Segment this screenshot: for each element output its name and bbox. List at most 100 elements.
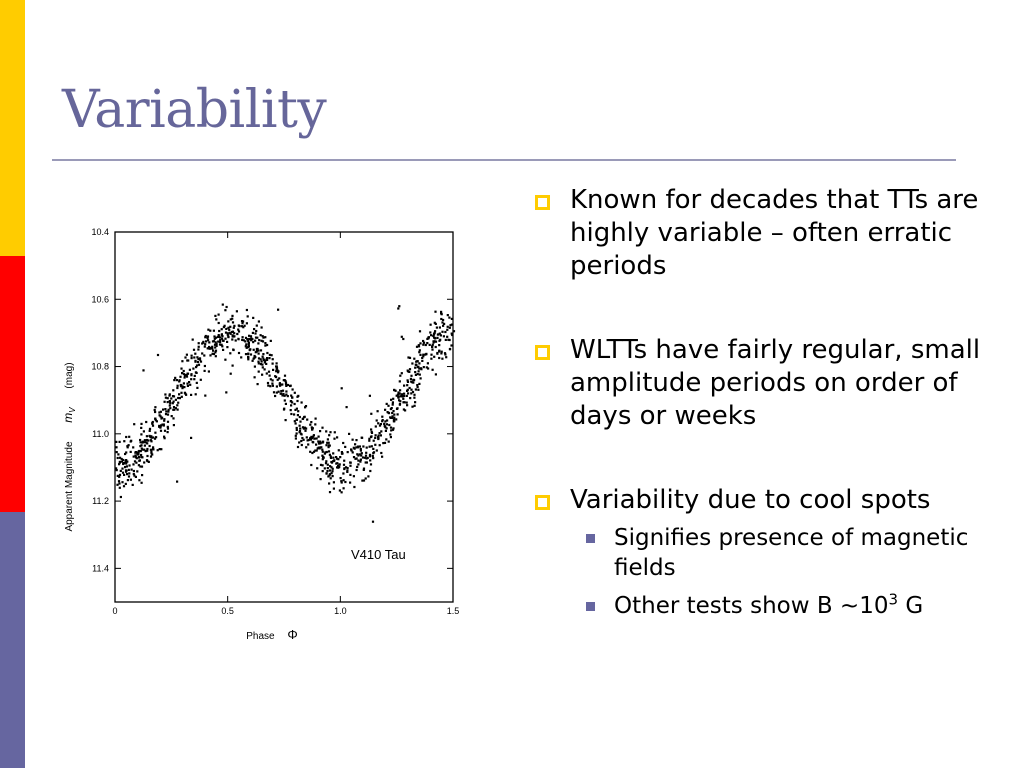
- data-point: [335, 462, 338, 465]
- data-point: [361, 456, 365, 459]
- data-point: [434, 330, 437, 333]
- data-point: [138, 459, 141, 462]
- data-point: [418, 373, 421, 376]
- data-point: [130, 468, 133, 471]
- data-point: [140, 422, 143, 425]
- data-point: [325, 450, 328, 454]
- data-point: [333, 437, 336, 440]
- data-point: [401, 394, 404, 397]
- y-tick-label: 10.8: [91, 362, 109, 372]
- data-point: [416, 384, 419, 387]
- data-point: [413, 393, 416, 396]
- data-point: [158, 448, 161, 451]
- data-point: [374, 436, 377, 439]
- data-point: [120, 457, 123, 461]
- data-point: [415, 363, 418, 366]
- data-point: [440, 312, 443, 315]
- data-point: [214, 341, 217, 344]
- data-point: [387, 440, 390, 443]
- data-point: [329, 431, 332, 434]
- data-point: [262, 336, 265, 339]
- data-point: [255, 324, 258, 327]
- data-point: [212, 352, 216, 356]
- sub-bullet-list: Signifies presence of magnetic fields Ot…: [570, 523, 1000, 621]
- data-point: [398, 305, 401, 308]
- data-point: [383, 422, 386, 425]
- data-point: [399, 395, 402, 398]
- x-tick-label: 0.5: [221, 606, 234, 616]
- exponent: 3: [888, 590, 899, 609]
- data-point: [400, 335, 403, 338]
- data-point: [248, 334, 251, 337]
- data-point: [211, 352, 214, 355]
- data-point: [364, 461, 367, 464]
- data-point: [127, 468, 130, 471]
- data-point: [362, 445, 365, 448]
- data-point: [307, 438, 310, 442]
- data-point: [261, 335, 264, 338]
- data-point: [122, 458, 125, 462]
- data-point: [182, 373, 186, 376]
- data-point: [151, 448, 154, 451]
- data-point: [198, 358, 202, 361]
- data-point: [124, 452, 127, 456]
- data-point: [368, 394, 371, 397]
- data-point: [163, 435, 166, 438]
- data-point: [124, 466, 127, 469]
- data-point: [190, 374, 193, 377]
- data-point: [149, 448, 152, 451]
- data-point: [360, 452, 363, 455]
- x-axis-title: Phase Φ: [246, 627, 298, 642]
- data-point: [174, 398, 177, 401]
- data-point: [166, 401, 169, 404]
- data-point: [331, 475, 334, 478]
- data-point: [224, 331, 228, 334]
- data-point: [264, 336, 267, 339]
- data-point: [231, 314, 234, 317]
- data-point: [438, 344, 441, 347]
- data-point: [253, 328, 256, 331]
- data-point: [425, 366, 428, 369]
- data-point: [266, 343, 269, 347]
- data-point: [431, 343, 434, 346]
- data-point: [225, 391, 228, 394]
- x-tick-label: 0: [112, 606, 117, 616]
- data-point: [305, 427, 308, 430]
- data-point: [344, 480, 347, 484]
- data-point: [364, 454, 368, 457]
- data-point: [402, 401, 405, 404]
- data-point: [272, 368, 275, 371]
- data-point: [317, 435, 320, 438]
- data-point: [263, 368, 266, 371]
- data-point: [247, 341, 250, 344]
- data-point: [128, 435, 131, 438]
- data-point: [164, 393, 167, 396]
- data-point: [403, 392, 406, 395]
- data-point: [314, 449, 317, 452]
- data-point: [333, 431, 336, 434]
- data-point: [301, 426, 305, 429]
- data-point: [221, 345, 224, 348]
- data-point: [251, 331, 254, 334]
- data-point: [279, 384, 282, 387]
- data-point: [378, 432, 381, 435]
- y-tick-label: 10.6: [91, 294, 109, 304]
- data-point: [244, 340, 247, 343]
- data-point: [137, 450, 140, 453]
- data-point: [217, 321, 220, 325]
- data-point: [224, 309, 227, 312]
- data-point: [371, 454, 374, 457]
- data-point: [418, 349, 421, 352]
- data-point: [275, 391, 278, 394]
- data-point: [257, 342, 260, 345]
- data-point: [152, 446, 155, 449]
- data-point: [253, 376, 256, 379]
- data-point: [141, 440, 144, 443]
- data-point: [293, 402, 296, 406]
- data-point: [370, 445, 373, 448]
- data-point: [213, 343, 217, 346]
- data-point: [421, 359, 424, 362]
- data-point: [350, 449, 353, 452]
- data-point: [182, 369, 185, 373]
- data-point: [290, 404, 293, 407]
